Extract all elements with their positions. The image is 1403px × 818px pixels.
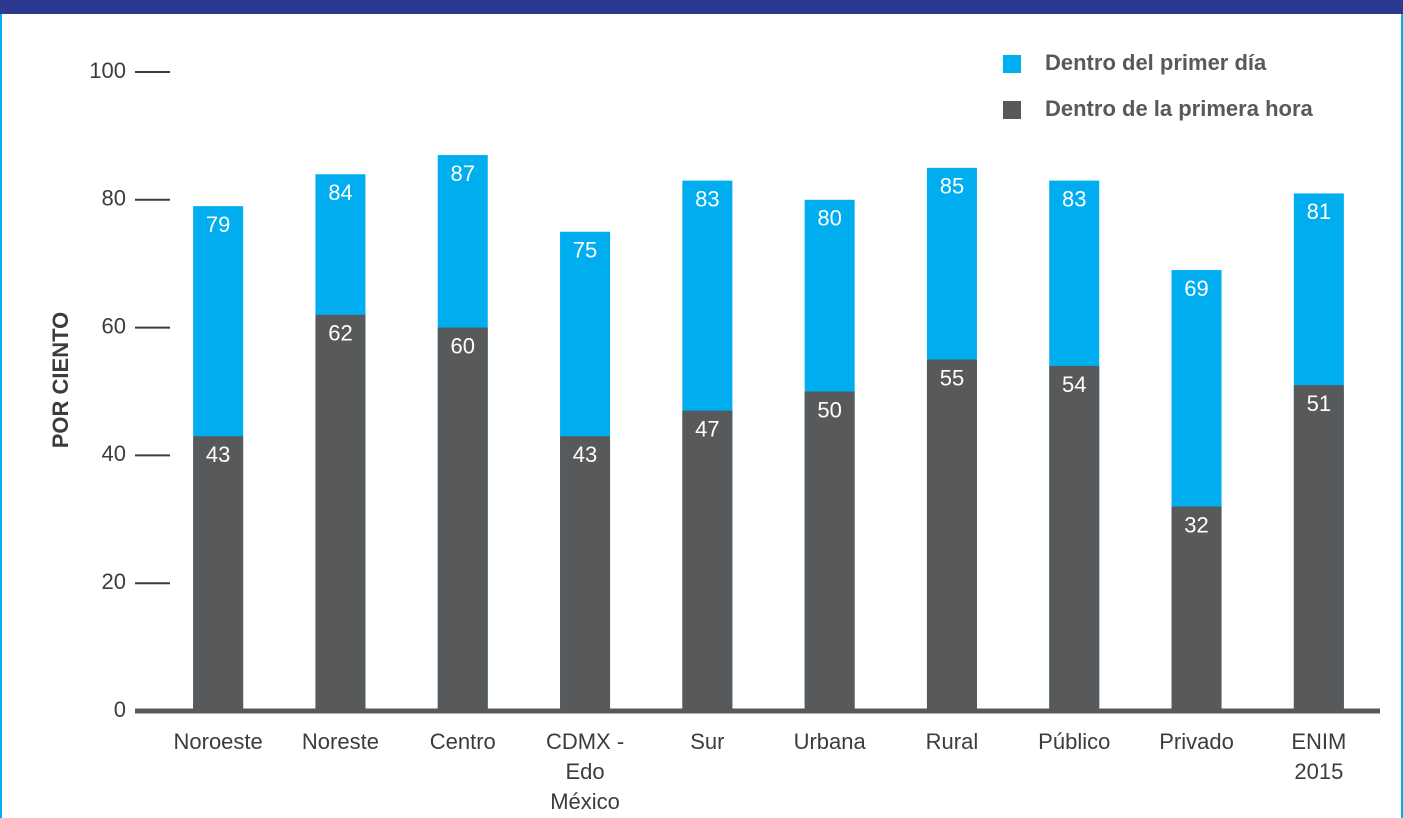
- value-label: 87: [451, 161, 475, 186]
- value-label: 84: [328, 180, 352, 205]
- bar: [315, 314, 366, 711]
- x-tick-label: Noroeste: [174, 729, 263, 754]
- bar: [1293, 385, 1344, 711]
- y-tick-label: 0: [114, 697, 126, 722]
- y-tick-label: 100: [89, 58, 126, 83]
- x-tick-label: Urbana: [794, 729, 867, 754]
- value-label: 83: [695, 186, 719, 211]
- legend-swatch: [1003, 101, 1021, 119]
- bar: [1171, 506, 1222, 711]
- y-tick-label: 60: [102, 313, 126, 338]
- bar: [1049, 365, 1100, 711]
- value-label: 81: [1307, 199, 1331, 224]
- bar: [437, 327, 488, 711]
- value-label: 55: [940, 365, 964, 390]
- header-bar: [0, 0, 1403, 14]
- legend-label: Dentro del primer día: [1045, 50, 1267, 75]
- value-label: 43: [573, 442, 597, 467]
- x-tick-label: Público: [1038, 729, 1110, 754]
- y-axis-label: POR CIENTO: [48, 312, 73, 449]
- x-tick-label: CDMX -Edo México: [546, 729, 624, 814]
- value-label: 85: [940, 174, 964, 199]
- legend-swatch: [1003, 55, 1021, 73]
- value-label: 47: [695, 416, 719, 441]
- y-tick-label: 20: [102, 569, 126, 594]
- value-label: 60: [451, 333, 475, 358]
- value-label: 51: [1307, 391, 1331, 416]
- bar: [804, 391, 855, 711]
- value-label: 62: [328, 321, 352, 346]
- value-label: 83: [1062, 186, 1086, 211]
- bar: [560, 436, 611, 711]
- value-label: 50: [817, 397, 841, 422]
- y-tick-label: 40: [102, 441, 126, 466]
- x-tick-label: Noreste: [302, 729, 379, 754]
- x-tick-label: Rural: [926, 729, 979, 754]
- bar: [926, 359, 977, 711]
- value-label: 54: [1062, 372, 1086, 397]
- x-tick-label: ENIM 2015: [1291, 729, 1346, 784]
- legend-label: Dentro de la primera hora: [1045, 96, 1314, 121]
- x-tick-label: Centro: [430, 729, 496, 754]
- bar: [682, 410, 733, 711]
- value-label: 32: [1184, 512, 1208, 537]
- value-label: 69: [1184, 276, 1208, 301]
- value-label: 43: [206, 442, 230, 467]
- value-label: 79: [206, 212, 230, 237]
- x-tick-label: Sur: [690, 729, 724, 754]
- value-label: 80: [817, 206, 841, 231]
- value-label: 75: [573, 238, 597, 263]
- y-tick-label: 80: [102, 186, 126, 211]
- x-tick-label: Privado: [1159, 729, 1234, 754]
- bar: [193, 436, 244, 711]
